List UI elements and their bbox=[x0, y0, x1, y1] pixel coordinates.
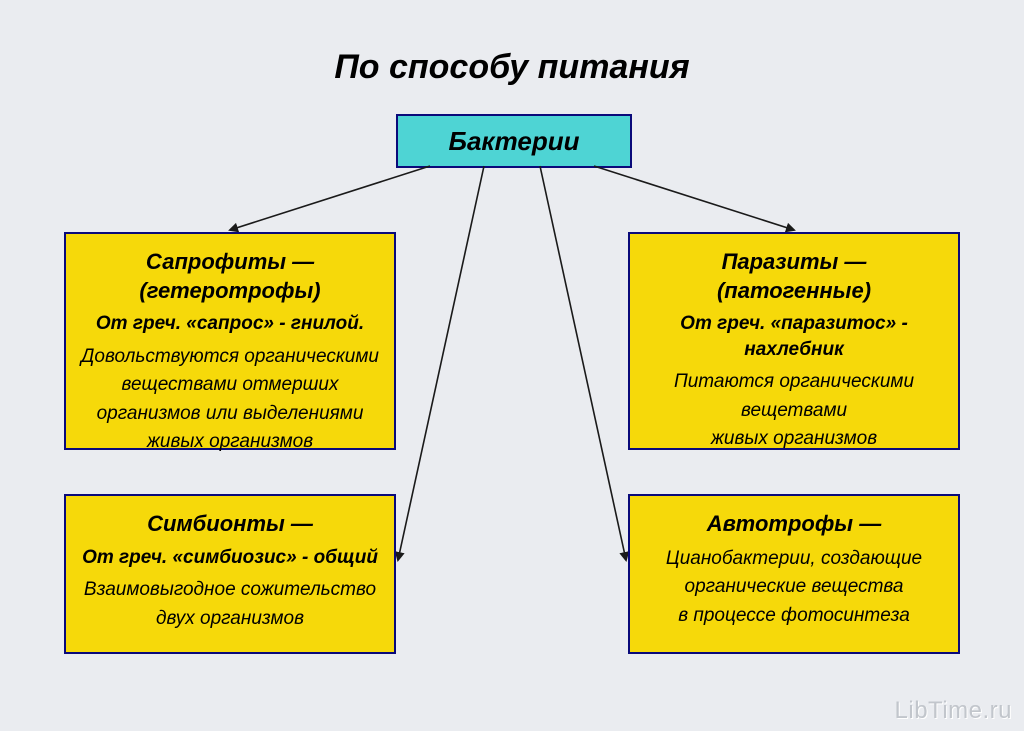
node-description: Цианобактерии, создающиеорганические вещ… bbox=[640, 545, 948, 631]
arrow bbox=[594, 166, 794, 230]
watermark: LibTime.ru bbox=[895, 697, 1012, 725]
node-description: Довольствуются органическими веществами … bbox=[76, 343, 384, 457]
node-autotrophs: Автотрофы — Цианобактерии, создающиеорган… bbox=[628, 494, 960, 654]
node-subtitle: От греч. «сапрос» - гнилой. bbox=[76, 311, 384, 337]
root-node-label: Бактерии bbox=[449, 126, 580, 157]
node-subtitle: От греч. «симбиозис» - общий bbox=[76, 545, 384, 571]
diagram-title: По способу питания bbox=[0, 48, 1024, 87]
node-description: Взаимовыгодное сожительство двух организ… bbox=[76, 576, 384, 633]
node-title: Сапрофиты —(гетеротрофы) bbox=[76, 248, 384, 305]
node-title: Автотрофы — bbox=[640, 510, 948, 539]
node-parasites: Паразиты —(патогенные) От греч. «паразито… bbox=[628, 232, 960, 450]
node-title: Паразиты —(патогенные) bbox=[640, 248, 948, 305]
node-subtitle: От греч. «паразитос» - нахлебник bbox=[640, 311, 948, 362]
node-symbionts: Симбионты — От греч. «симбиозис» - общий В… bbox=[64, 494, 396, 654]
arrow bbox=[398, 166, 484, 560]
node-description: Питаются органическими вещетвамиживых ор… bbox=[640, 368, 948, 454]
arrow bbox=[540, 166, 626, 560]
node-title: Симбионты — bbox=[76, 510, 384, 539]
arrow bbox=[230, 166, 430, 230]
root-node-bacteria: Бактерии bbox=[396, 114, 632, 168]
node-saprophytes: Сапрофиты —(гетеротрофы) От греч. «сапрос… bbox=[64, 232, 396, 450]
